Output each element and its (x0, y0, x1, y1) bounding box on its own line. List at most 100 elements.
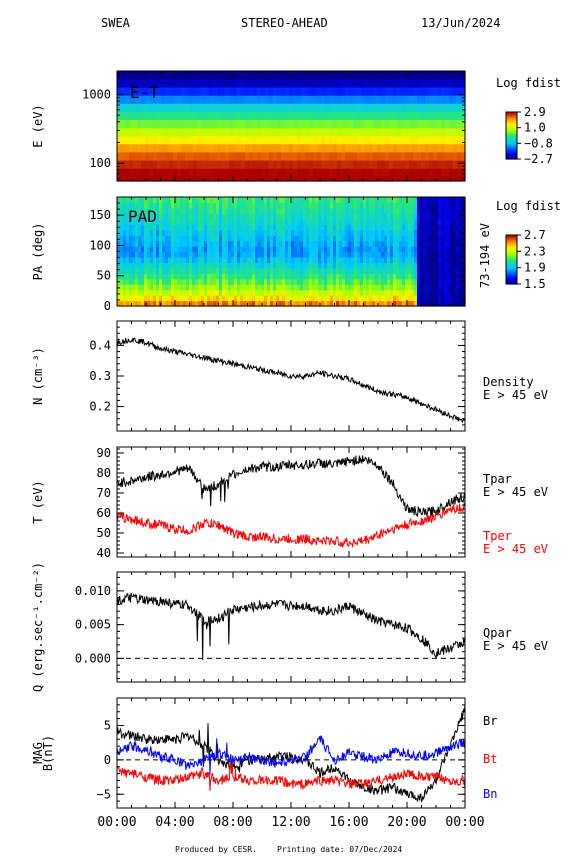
pad-cell (210, 295, 214, 302)
pad-cell (213, 284, 217, 291)
et-cell (145, 79, 150, 89)
pad-cell (291, 273, 295, 280)
pad-cell (159, 251, 163, 258)
pad-colorbar-step (506, 279, 517, 281)
pad-cell (171, 251, 175, 258)
pad-cell (120, 256, 124, 263)
pad-cell (156, 289, 160, 296)
et-cell (333, 128, 338, 138)
pad-cell (327, 246, 331, 253)
et-cell (421, 160, 426, 170)
et-cell (165, 103, 170, 113)
pad-cell (345, 284, 349, 291)
pad-cell (333, 229, 337, 236)
pad-cell (150, 218, 154, 225)
et-cell (201, 168, 206, 177)
pad-cell (117, 202, 121, 209)
et-cell (157, 128, 162, 138)
pad-cell (246, 224, 250, 231)
et-cell (217, 144, 222, 153)
et-cell (257, 119, 262, 129)
et-cell (129, 144, 134, 153)
pad-cell (447, 218, 451, 225)
pad-cell (321, 262, 325, 269)
et-cell (357, 144, 362, 153)
pad-colorbar-step (506, 263, 517, 265)
pad-cell (276, 224, 280, 231)
pad-cell (453, 235, 457, 242)
pad-cell (231, 295, 235, 302)
pad-cell (261, 224, 265, 231)
et-cell (217, 128, 222, 138)
pad-cell (132, 218, 136, 225)
et-cell (369, 136, 374, 145)
et-cell (205, 87, 210, 97)
et-cell (253, 136, 258, 145)
et-cell (309, 144, 314, 153)
pad-cell (438, 256, 442, 263)
pad-cell (171, 300, 175, 307)
pad-cell (129, 267, 133, 274)
pad-cell (432, 295, 436, 302)
et-cell (325, 128, 330, 138)
pad-cell (348, 300, 352, 307)
pad-cell (315, 218, 319, 225)
pad-cell (231, 251, 235, 258)
et-cell (249, 176, 254, 182)
et-cell (429, 152, 434, 162)
et-cell (125, 152, 130, 162)
pad-cell (321, 218, 325, 225)
et-cell (221, 152, 226, 162)
et-cell (313, 71, 318, 81)
et-cell (429, 111, 434, 121)
pad-cell (306, 289, 310, 296)
et-cell (405, 152, 410, 162)
et-cell (245, 71, 250, 81)
pad-cell (390, 284, 394, 291)
pad-cell (279, 218, 283, 225)
pad-cell (417, 202, 421, 209)
pad-cell (237, 278, 241, 285)
pad-cell (117, 240, 121, 247)
pad-cell (267, 262, 271, 269)
et-cell (197, 87, 202, 97)
pad-cell (147, 213, 151, 220)
et-cell (401, 168, 406, 177)
et-cell (161, 71, 166, 81)
pad-cell (177, 267, 181, 274)
et-cell (421, 87, 426, 97)
pad-cell (165, 251, 169, 258)
pad-cell (423, 246, 427, 253)
et-cell (389, 168, 394, 177)
et-cell (157, 168, 162, 177)
pad-cell (168, 235, 172, 242)
et-cell (381, 119, 386, 129)
et-cell (145, 176, 150, 182)
et-heatmap-cells (117, 71, 466, 182)
pad-cell (129, 207, 133, 214)
pad-cell (252, 267, 256, 274)
et-cell (337, 87, 342, 97)
et-cell (217, 176, 222, 182)
pad-cell (228, 202, 232, 209)
pad-cell (165, 273, 169, 280)
et-cell (165, 168, 170, 177)
pad-cell (345, 295, 349, 302)
pad-cell (348, 207, 352, 214)
et-cell (181, 136, 186, 145)
et-cell (377, 103, 382, 113)
pad-cell (405, 235, 409, 242)
pad-cell (153, 289, 157, 296)
et-cell (149, 176, 154, 182)
pad-cell (372, 267, 376, 274)
pad-cell (342, 213, 346, 220)
pad-cell (255, 289, 259, 296)
pad-cell (186, 197, 190, 204)
et-cell (213, 79, 218, 89)
pad-cell (177, 289, 181, 296)
pad-cell (198, 218, 202, 225)
pad-cell (180, 202, 184, 209)
et-cell (185, 79, 190, 89)
pad-cell (288, 267, 292, 274)
pad-cell (444, 256, 448, 263)
